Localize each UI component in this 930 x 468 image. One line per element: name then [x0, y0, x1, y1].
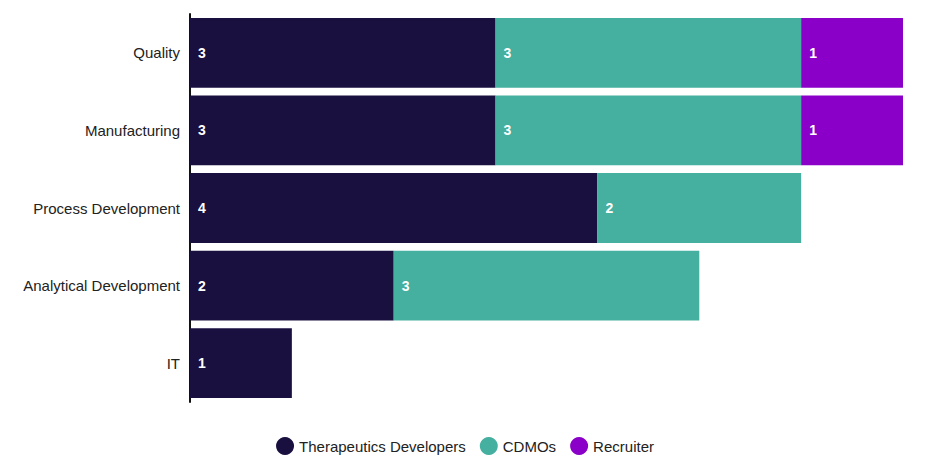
svg-text:IT: IT: [167, 355, 180, 372]
svg-text:Process Development: Process Development: [33, 200, 181, 217]
svg-text:3: 3: [504, 122, 512, 138]
svg-text:1: 1: [198, 355, 206, 371]
svg-text:2: 2: [605, 200, 613, 216]
svg-text:3: 3: [402, 278, 410, 294]
svg-text:Therapeutics Developers: Therapeutics Developers: [299, 438, 466, 455]
svg-text:1: 1: [809, 122, 817, 138]
svg-text:1: 1: [809, 45, 817, 61]
svg-text:3: 3: [198, 122, 206, 138]
svg-text:Manufacturing: Manufacturing: [85, 122, 180, 139]
svg-text:3: 3: [504, 45, 512, 61]
svg-text:Recruiter: Recruiter: [593, 438, 654, 455]
svg-text:Analytical Development: Analytical Development: [23, 277, 181, 294]
svg-text:2: 2: [198, 278, 206, 294]
svg-text:4: 4: [198, 200, 206, 216]
svg-text:CDMOs: CDMOs: [503, 438, 556, 455]
svg-text:3: 3: [198, 45, 206, 61]
svg-text:Quality: Quality: [133, 44, 180, 61]
